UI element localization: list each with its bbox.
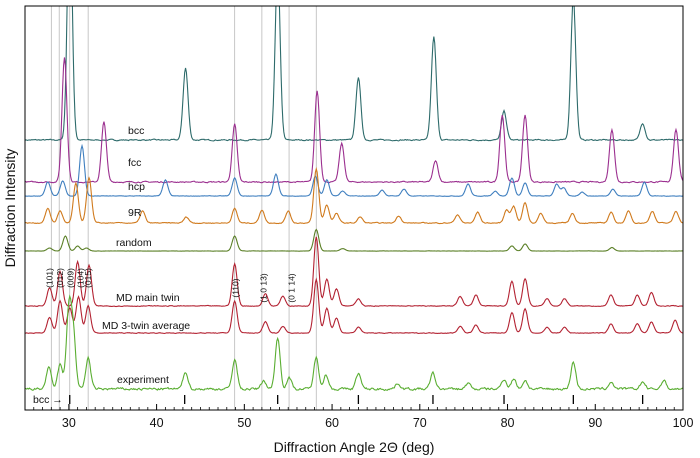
series-label-9r: 9R bbox=[128, 207, 142, 219]
hkl-label: (015) bbox=[83, 268, 93, 288]
series-group bbox=[25, 6, 683, 392]
series-label-md-main-twin: MD main twin bbox=[116, 292, 180, 304]
series-line-fcc bbox=[25, 57, 683, 184]
x-tick-label: 50 bbox=[237, 416, 251, 430]
hkl-label: (110) bbox=[231, 278, 241, 297]
series-label-experiment: experiment bbox=[117, 374, 169, 386]
series-line-experiment bbox=[25, 294, 683, 392]
x-axis-label: Diffraction Angle 2Θ (deg) bbox=[274, 439, 435, 455]
series-line-md-3-twin-average bbox=[25, 277, 683, 335]
series-label-hcp: hcp bbox=[128, 181, 145, 193]
hkl-label: (1 0 13) bbox=[259, 273, 269, 302]
series-line-9r bbox=[25, 166, 683, 225]
series-line-bcc bbox=[25, 6, 683, 142]
hkl-annotations: (101) (012) (009) (104)(015) (110) (1 0 13) (0… bbox=[45, 268, 297, 303]
y-axis-label: Diffraction Intensity bbox=[2, 149, 18, 268]
series-label-random: random bbox=[116, 237, 152, 249]
bcc-markers: bcc → bbox=[33, 394, 644, 406]
hkl-label: (0 1 14) bbox=[287, 273, 297, 302]
series-label-bcc: bcc bbox=[128, 125, 144, 137]
series-line-random bbox=[25, 228, 683, 252]
series-label-fcc: fcc bbox=[128, 157, 141, 169]
x-tick-label: 70 bbox=[413, 416, 427, 430]
hkl-label: (009) bbox=[66, 268, 76, 288]
reference-lines bbox=[50, 6, 317, 410]
series-line-hcp bbox=[25, 143, 683, 197]
x-tick-label: 40 bbox=[150, 416, 164, 430]
x-tick-label: 60 bbox=[325, 416, 339, 430]
hkl-label: (104) bbox=[75, 268, 85, 288]
x-tick-label: 100 bbox=[673, 416, 694, 430]
series-labels: bcc fcc hcp 9R random MD main twin MD 3-twin a… bbox=[102, 125, 190, 386]
plot-frame bbox=[24, 5, 684, 411]
bcc-marker-label: bcc → bbox=[33, 394, 63, 406]
x-tick-label: 80 bbox=[501, 416, 515, 430]
hkl-label: (012) bbox=[55, 268, 65, 288]
series-line-md-main-twin bbox=[25, 236, 683, 308]
x-axis: 30 40 50 60 70 80 90 100 bbox=[24, 404, 694, 430]
x-tick-label: 30 bbox=[62, 416, 76, 430]
x-tick-label: 90 bbox=[588, 416, 602, 430]
series-label-md-3-twin-average: MD 3-twin average bbox=[102, 320, 190, 332]
hkl-label: (101) bbox=[45, 268, 55, 288]
